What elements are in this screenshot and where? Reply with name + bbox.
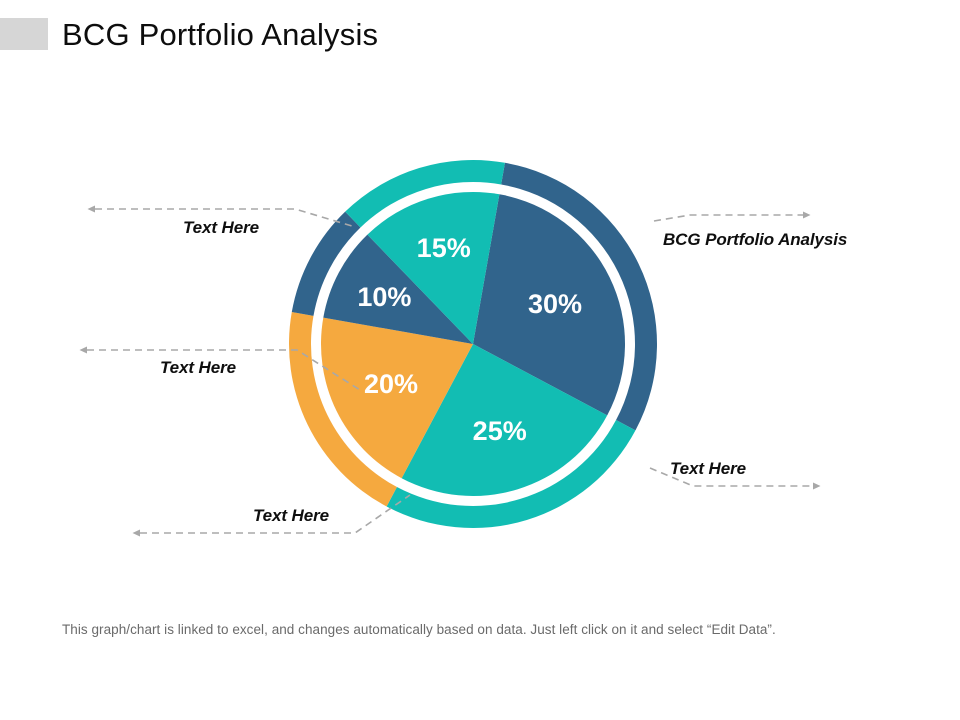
footnote-text: This graph/chart is linked to excel, and… [62,622,776,637]
ring-segment-25[interactable] [386,420,636,528]
ring-segment-15[interactable] [345,159,505,228]
ring-segment-10[interactable] [291,211,361,316]
page-title: BCG Portfolio Analysis [62,17,379,52]
pie-chart-figure: 30% 25% 20% 10% 15% Text Here T [79,159,848,537]
slice-value-label: 10% [357,282,411,312]
pie-chart-svg: 30% 25% 20% 10% 15% [79,159,821,537]
slice-value-label: 20% [364,369,418,399]
connector-line-4 [653,211,811,222]
connector-line-1 [87,205,353,227]
pie-slice-25[interactable] [401,344,608,496]
pie-slice-labels: 30% 25% 20% 10% 15% [357,233,582,446]
callout-label-left-2: Text Here [160,358,236,377]
connector-line-2 [79,346,361,391]
pie-inner-slices [321,192,625,496]
ring-segment-20[interactable] [289,312,397,507]
pie-slice-15[interactable] [367,192,500,344]
callout-connectors [79,205,821,537]
slice-value-label: 30% [528,289,582,319]
callout-label-left-3: Text Here [253,506,329,525]
title-accent-block [0,18,48,50]
slice-value-label: 15% [417,233,471,263]
slice-value-label: 25% [473,416,527,446]
pie-slice-10[interactable] [323,234,473,344]
callout-label-right-1: BCG Portfolio Analysis [663,230,848,249]
pie-outer-ring [289,159,657,528]
callout-label-left-1: Text Here [183,218,259,237]
callout-label-right-2: Text Here [670,459,746,478]
connector-line-5 [649,467,821,490]
page-header: BCG Portfolio Analysis [0,14,960,56]
ring-segment-30[interactable] [501,162,657,431]
pie-slice-20[interactable] [321,317,473,479]
pie-slice-30[interactable] [473,194,625,416]
